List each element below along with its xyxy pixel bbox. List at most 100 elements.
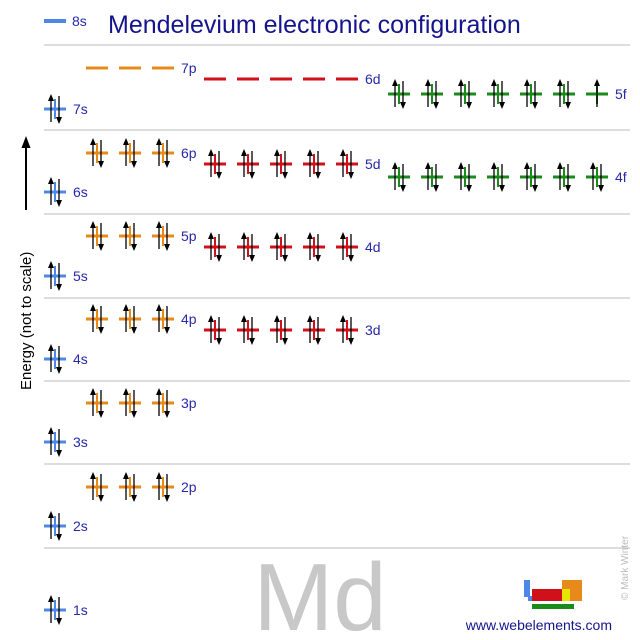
- spin-down-arrow: [249, 317, 255, 345]
- subshell-label-3p: 3p: [181, 395, 197, 411]
- spin-up-arrow: [123, 221, 129, 249]
- subshell-2p: 2p: [86, 472, 197, 502]
- subshell-1s: 1s: [44, 595, 88, 625]
- spin-up-arrow: [48, 427, 54, 455]
- spin-up-arrow: [557, 79, 563, 107]
- subshell-4s: 4s: [44, 344, 88, 374]
- spin-up-arrow: [90, 221, 96, 249]
- subshell-5d: 5d: [204, 149, 381, 179]
- spin-down-arrow: [466, 81, 472, 109]
- spin-down-arrow: [400, 81, 406, 109]
- orbital-5d: [204, 149, 226, 179]
- subshell-4f: 4f: [388, 162, 627, 192]
- orbital-3d: [270, 315, 292, 345]
- subshell-label-7s: 7s: [73, 101, 88, 117]
- spin-up-arrow: [123, 388, 129, 416]
- spin-up-arrow: [307, 232, 313, 260]
- orbital-2p: [86, 472, 108, 502]
- spin-down-arrow: [164, 140, 170, 168]
- orbital-4p: [119, 304, 141, 334]
- orbital-4d: [336, 232, 358, 262]
- orbital-4f: [454, 162, 476, 192]
- spin-up-arrow: [90, 388, 96, 416]
- spin-up-arrow: [392, 79, 398, 107]
- website-link[interactable]: www.webelements.com: [465, 617, 612, 633]
- subshell-label-6p: 6p: [181, 145, 197, 161]
- subshell-5p: 5p: [86, 221, 197, 251]
- orbital-4f: [487, 162, 509, 192]
- spin-up-arrow: [307, 149, 313, 177]
- subshell-6p: 6p: [86, 138, 197, 168]
- spin-up-arrow: [241, 232, 247, 260]
- orbital-5f: [487, 79, 509, 109]
- spin-up-arrow: [90, 472, 96, 500]
- spin-up-arrow: [307, 315, 313, 343]
- orbital-6s: [44, 177, 66, 207]
- spin-up-arrow: [208, 232, 214, 260]
- spin-up-arrow: [491, 162, 497, 190]
- spin-down-arrow: [400, 164, 406, 192]
- subshell-7p: 7p: [86, 60, 197, 76]
- spin-up-arrow: [241, 315, 247, 343]
- spin-up-arrow: [156, 388, 162, 416]
- subshell-6d: 6d: [204, 71, 381, 87]
- spin-up-arrow: [208, 149, 214, 177]
- orbital-4p: [86, 304, 108, 334]
- spin-down-arrow: [164, 306, 170, 334]
- orbital-3d: [336, 315, 358, 345]
- orbital-5f: [553, 79, 575, 109]
- orbital-5d: [270, 149, 292, 179]
- orbital-4d: [237, 232, 259, 262]
- subshell-label-7p: 7p: [181, 60, 197, 76]
- orbital-3p: [86, 388, 108, 418]
- subshell-4p: 4p: [86, 304, 197, 334]
- spin-up-arrow: [48, 595, 54, 623]
- orbital-4p: [152, 304, 174, 334]
- spin-down-arrow: [315, 234, 321, 262]
- spin-up-arrow: [274, 232, 280, 260]
- spin-down-arrow: [131, 474, 137, 502]
- orbital-4f: [388, 162, 410, 192]
- spin-down-arrow: [56, 263, 62, 291]
- orbital-5s: [44, 261, 66, 291]
- diagram-title: Mendelevium electronic configuration: [108, 11, 521, 39]
- orbital-3d: [204, 315, 226, 345]
- subshell-2s: 2s: [44, 511, 88, 541]
- subshell-label-5p: 5p: [181, 228, 197, 244]
- subshell-3s: 3s: [44, 427, 88, 457]
- spin-up-arrow: [425, 162, 431, 190]
- spin-down-arrow: [249, 151, 255, 179]
- spin-down-arrow: [131, 223, 137, 251]
- spin-down-arrow: [282, 317, 288, 345]
- spin-up-arrow: [123, 304, 129, 332]
- spin-up-arrow: [340, 232, 346, 260]
- orbital-5p: [119, 221, 141, 251]
- spin-down-arrow: [348, 317, 354, 345]
- subshell-5s: 5s: [44, 261, 88, 291]
- subshell-label-2p: 2p: [181, 479, 197, 495]
- subshell-7s: 7s: [44, 94, 88, 124]
- spin-down-arrow: [98, 140, 104, 168]
- orbital-5d: [237, 149, 259, 179]
- subshell-6s: 6s: [44, 177, 88, 207]
- spin-up-arrow: [392, 162, 398, 190]
- orbital-6p: [119, 138, 141, 168]
- subshell-label-6d: 6d: [365, 71, 381, 87]
- spin-up-arrow: [48, 94, 54, 122]
- spin-up-arrow: [590, 162, 596, 190]
- spin-up-arrow: [90, 304, 96, 332]
- spin-down-arrow: [164, 390, 170, 418]
- spin-down-arrow: [56, 96, 62, 124]
- spin-down-arrow: [249, 234, 255, 262]
- spin-down-arrow: [131, 306, 137, 334]
- energy-axis-arrowhead: [21, 136, 31, 148]
- subshell-label-4s: 4s: [73, 351, 88, 367]
- subshell-label-2s: 2s: [73, 518, 88, 534]
- spin-down-arrow: [98, 306, 104, 334]
- energy-axis-label: Energy (not to scale): [18, 252, 35, 390]
- orbital-3p: [119, 388, 141, 418]
- spin-up-arrow: [48, 344, 54, 372]
- subshell-label-1s: 1s: [73, 602, 88, 618]
- orbital-3d: [237, 315, 259, 345]
- orbital-2p: [119, 472, 141, 502]
